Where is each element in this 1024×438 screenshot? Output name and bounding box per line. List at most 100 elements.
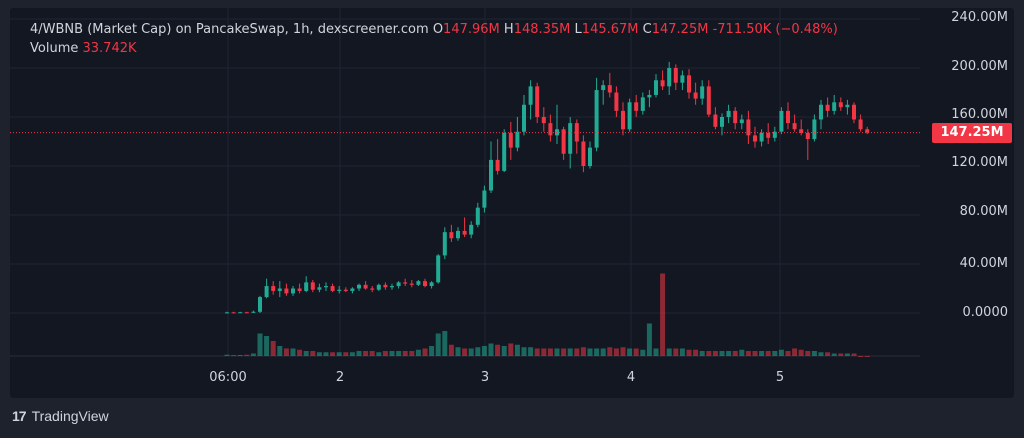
candle-body [819,104,823,120]
volume-bar [613,348,619,356]
volume-bar [534,348,540,356]
candle-body [304,282,309,291]
candle-body [667,68,672,87]
candle-body [812,119,817,140]
tradingview-brand[interactable]: 17 TradingView [12,408,109,424]
volume-bar [653,348,659,356]
candle-body [515,131,520,148]
change-value: -711.50K (−0.48%) [712,22,838,37]
candle-body [640,97,645,111]
candle-body [733,110,738,124]
volume-bar [396,351,402,356]
volume-bar [554,348,560,356]
volume-bar [706,351,712,356]
candle-body [588,147,592,166]
volume-bar [429,346,435,356]
volume-bar [369,351,375,356]
candle-body [654,80,658,95]
candle-body [627,102,632,130]
volume-bar [224,354,230,356]
candle-body [423,281,427,287]
candle-body [753,135,757,142]
volume-bar [409,351,415,356]
volume-bar [356,351,362,356]
volume-bar [283,348,289,356]
candle-body [357,284,361,289]
volume-bar [805,351,811,356]
y-tick: 120.00M [951,155,1008,170]
y-tick: 240.00M [951,10,1008,25]
candle-body [607,85,612,93]
volume-bar [462,348,468,356]
candle-body [825,104,830,111]
candle-body [297,288,302,291]
candle-body [614,92,619,111]
candle-body [561,129,566,154]
volume-bar [587,348,593,356]
candle-body [759,132,764,142]
candle-body [706,86,711,115]
volume-bar [336,352,342,356]
y-tick: 80.00M [959,204,1008,219]
candle-body [403,282,408,284]
volume-bar [600,348,606,356]
volume-bar [759,351,765,356]
candle-body [238,312,243,314]
candle-body [574,123,579,142]
volume-bar [310,351,316,356]
price-chart[interactable] [10,8,1014,398]
volume-legend: Volume 33.742K [30,41,137,56]
x-tick: 5 [775,370,785,385]
chart-panel[interactable]: 4/WBNB (Market Cap) on PancakeSwap, 1h, … [10,8,1014,398]
candle-body [541,117,546,124]
volume-bar [818,352,824,356]
volume-bar [389,351,395,356]
y-tick: 160.00M [951,107,1008,122]
volume-bar [250,353,256,356]
volume-bar [468,348,474,356]
x-tick: 4 [626,370,636,385]
candle-body [535,86,540,117]
high-value: 148.35M [513,22,571,37]
volume-bar [541,348,547,356]
candle-body [225,312,229,314]
volume-bar [547,348,553,356]
candle-body [409,283,414,285]
candle-body [317,287,322,290]
candle-body [852,104,856,120]
candle-body [271,286,276,291]
candle-body [416,281,421,285]
volume-bar [778,349,784,356]
volume-bar [858,356,864,357]
candle-body [350,288,355,291]
candle-body [495,159,500,171]
volume-bar [376,352,382,356]
candle-body [390,286,394,288]
volume-bar [798,349,804,356]
volume-bar [726,351,732,356]
low-label: L [574,22,582,37]
candle-body [594,90,599,148]
candle-body [726,110,731,117]
volume-bar [343,352,349,356]
volume-bar [521,347,527,356]
candle-body [396,282,401,287]
volume-bar [349,352,355,356]
volume-bar [646,323,652,356]
low-value: 145.67M [581,22,639,37]
candle-body [489,159,493,191]
candle-body [258,297,262,312]
candle-body [792,123,797,130]
candle-body [462,230,467,235]
volume-bar [607,347,613,356]
volume-bar [765,351,771,356]
candle-body [700,86,705,99]
open-value: 147.96M [443,22,500,37]
volume-bar [660,273,666,356]
candle-body [845,104,850,108]
candle-body [621,110,625,130]
volume-bar [574,348,580,356]
candle-body [647,94,652,98]
volume-bar [673,348,679,356]
volume-bar [620,347,626,356]
